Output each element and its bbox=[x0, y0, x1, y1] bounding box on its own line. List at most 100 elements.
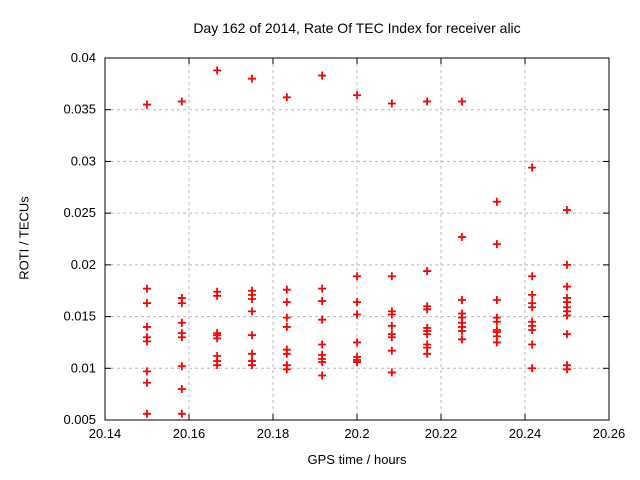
data-point bbox=[177, 362, 186, 371]
data-point bbox=[353, 298, 361, 307]
y-tick-label: 0.025 bbox=[63, 205, 96, 220]
data-point bbox=[528, 303, 537, 312]
data-point bbox=[248, 349, 256, 358]
data-point bbox=[143, 409, 151, 418]
data-point bbox=[563, 260, 571, 269]
data-point bbox=[353, 91, 361, 100]
x-axis-label: GPS time / hours bbox=[307, 452, 407, 467]
data-point bbox=[213, 361, 222, 370]
data-point bbox=[282, 313, 291, 322]
y-tick-label: 0.03 bbox=[71, 153, 96, 168]
data-point bbox=[458, 327, 466, 336]
data-point bbox=[458, 296, 466, 305]
y-tick-label: 0.02 bbox=[71, 257, 96, 272]
chart-title: Day 162 of 2014, Rate Of TEC Index for r… bbox=[193, 20, 521, 36]
data-point bbox=[353, 338, 361, 347]
data-point bbox=[492, 317, 501, 326]
data-point bbox=[423, 267, 432, 276]
data-point bbox=[143, 100, 151, 109]
data-point bbox=[282, 322, 291, 331]
data-point bbox=[423, 349, 432, 358]
data-point bbox=[492, 197, 501, 206]
data-point bbox=[177, 384, 186, 393]
data-point bbox=[143, 322, 151, 331]
x-tick-label: 20.16 bbox=[173, 426, 206, 441]
data-point bbox=[177, 97, 186, 106]
data-point bbox=[248, 74, 256, 83]
y-tick-label: 0.015 bbox=[63, 309, 96, 324]
data-point bbox=[248, 294, 256, 303]
data-point bbox=[177, 333, 186, 342]
data-point bbox=[177, 318, 186, 327]
data-point bbox=[248, 361, 256, 370]
x-tick-label: 20.14 bbox=[89, 426, 122, 441]
x-tick-label: 20.24 bbox=[509, 426, 542, 441]
data-point bbox=[143, 284, 151, 293]
y-tick-label: 0.035 bbox=[63, 102, 96, 117]
data-point bbox=[528, 272, 537, 281]
data-point bbox=[318, 340, 327, 349]
data-point bbox=[248, 307, 256, 316]
data-point bbox=[387, 346, 396, 355]
data-point bbox=[387, 321, 396, 330]
data-point bbox=[318, 297, 327, 306]
data-point bbox=[213, 291, 222, 300]
data-point bbox=[492, 338, 501, 347]
data-point bbox=[282, 298, 291, 307]
data-point bbox=[458, 232, 466, 241]
data-point bbox=[423, 305, 432, 314]
data-point bbox=[318, 71, 327, 80]
data-point bbox=[213, 66, 222, 75]
x-tick-label: 20.22 bbox=[425, 426, 458, 441]
data-point bbox=[528, 340, 537, 349]
data-point bbox=[563, 206, 571, 215]
y-axis-label: ROTI / TECUs bbox=[16, 196, 32, 280]
data-point bbox=[318, 358, 327, 367]
data-point bbox=[528, 364, 537, 373]
data-point bbox=[143, 337, 151, 346]
data-point bbox=[528, 290, 537, 299]
data-point bbox=[318, 315, 327, 324]
data-point bbox=[353, 310, 361, 319]
data-point bbox=[143, 299, 151, 308]
data-point bbox=[318, 284, 327, 293]
data-point bbox=[353, 272, 361, 281]
data-point bbox=[563, 330, 571, 339]
data-point bbox=[492, 240, 501, 249]
data-point bbox=[143, 378, 151, 387]
data-point bbox=[387, 333, 396, 342]
data-point bbox=[458, 335, 466, 344]
data-point bbox=[387, 368, 396, 377]
data-point bbox=[458, 97, 466, 106]
data-point bbox=[528, 163, 537, 172]
data-point bbox=[177, 409, 186, 418]
data-point bbox=[177, 299, 186, 308]
data-point bbox=[423, 97, 432, 106]
data-point bbox=[282, 93, 291, 102]
data-point bbox=[143, 367, 151, 376]
data-point bbox=[213, 334, 222, 343]
y-tick-label: 0.005 bbox=[63, 412, 96, 427]
data-point bbox=[318, 371, 327, 380]
y-tick-label: 0.04 bbox=[71, 50, 96, 65]
data-point bbox=[563, 365, 571, 374]
x-tick-label: 20.18 bbox=[257, 426, 290, 441]
y-tick-label: 0.01 bbox=[71, 360, 96, 375]
data-point bbox=[423, 330, 432, 339]
data-point bbox=[248, 331, 256, 340]
x-tick-label: 20.2 bbox=[344, 426, 369, 441]
data-point bbox=[387, 310, 396, 319]
data-point bbox=[282, 349, 291, 358]
data-point bbox=[387, 99, 396, 108]
data-point bbox=[492, 296, 501, 305]
data-point bbox=[282, 365, 291, 374]
data-point bbox=[353, 358, 361, 367]
x-tick-label: 20.26 bbox=[593, 426, 626, 441]
data-point bbox=[563, 282, 571, 291]
data-point bbox=[282, 285, 291, 294]
data-point bbox=[387, 272, 396, 281]
data-point bbox=[563, 311, 571, 320]
data-point bbox=[528, 326, 537, 335]
